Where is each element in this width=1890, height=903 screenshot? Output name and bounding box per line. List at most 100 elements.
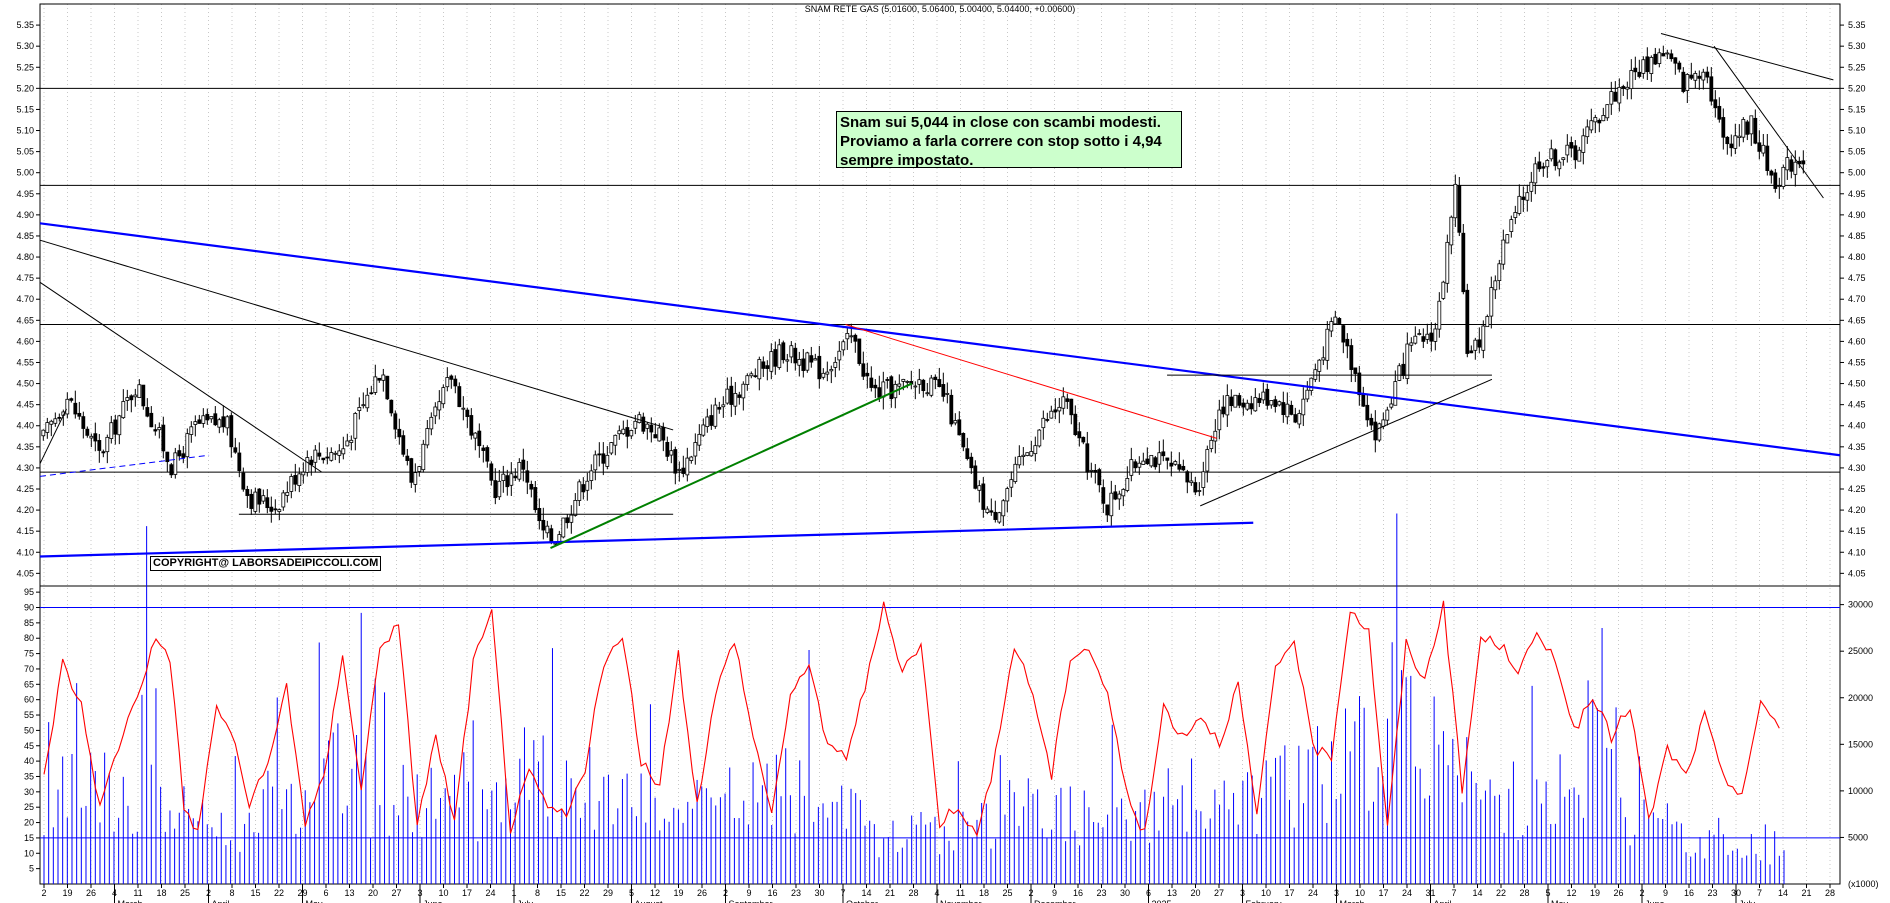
candle-body bbox=[1025, 452, 1030, 456]
candle-body bbox=[985, 508, 990, 513]
trendline bbox=[1660, 33, 1834, 81]
candle-body bbox=[313, 449, 318, 463]
candle-body bbox=[929, 377, 934, 396]
candle-body bbox=[829, 368, 834, 372]
candle-body bbox=[757, 359, 762, 380]
candle-body bbox=[1653, 53, 1658, 65]
candle-body bbox=[1721, 117, 1726, 138]
price-tick-label: 5.30 bbox=[1848, 41, 1866, 51]
candle-body bbox=[117, 415, 122, 436]
candle-body bbox=[345, 440, 350, 447]
candle-body bbox=[965, 448, 970, 459]
candle-body bbox=[1537, 161, 1542, 170]
x-tick-label: 14 bbox=[861, 888, 871, 898]
price-tick-label: 5.00 bbox=[1848, 168, 1866, 178]
candle-body bbox=[93, 433, 98, 442]
copyright-label: COPYRIGHT@ LABORSADEIPICCOLI.COM bbox=[150, 556, 382, 571]
candle-body bbox=[1789, 159, 1794, 172]
candle-body bbox=[673, 449, 678, 474]
price-tick-label: 4.80 bbox=[16, 252, 34, 262]
candle-body bbox=[1125, 478, 1130, 491]
candle-body bbox=[453, 378, 458, 387]
month-label: March bbox=[118, 899, 143, 903]
candle-body bbox=[49, 420, 54, 425]
candle-body bbox=[821, 372, 826, 378]
price-tick-label: 4.85 bbox=[1848, 231, 1866, 241]
candle-body bbox=[1001, 500, 1006, 517]
price-tick-label: 4.15 bbox=[16, 526, 34, 536]
candle-body bbox=[1385, 409, 1390, 421]
annotation-line-3: sempre impostato. bbox=[840, 152, 974, 169]
candle-body bbox=[581, 484, 586, 493]
trendline bbox=[39, 281, 323, 473]
candle-body bbox=[493, 480, 498, 499]
candle-body bbox=[713, 404, 718, 427]
candle-body bbox=[833, 361, 838, 368]
candle-body bbox=[961, 433, 966, 448]
candle-body bbox=[1273, 399, 1278, 407]
candle-body bbox=[317, 452, 322, 457]
candle-body bbox=[1349, 345, 1354, 370]
candle-body bbox=[501, 473, 506, 481]
candle-body bbox=[277, 509, 282, 512]
candle-body bbox=[769, 351, 774, 372]
candle-body bbox=[65, 398, 70, 415]
price-tick-label: 4.40 bbox=[16, 421, 34, 431]
candle-body bbox=[265, 497, 270, 509]
candle-body bbox=[197, 419, 202, 424]
candle-body bbox=[1585, 126, 1590, 138]
x-tick-label: 9 bbox=[1052, 888, 1057, 898]
candle-body bbox=[1265, 388, 1270, 406]
candle-body bbox=[789, 345, 794, 358]
candle-body bbox=[1105, 504, 1110, 516]
candle-body bbox=[101, 451, 106, 454]
x-tick-label: 16 bbox=[1073, 888, 1083, 898]
volume-unit-label: (x1000) bbox=[1848, 879, 1879, 889]
candle-body bbox=[53, 418, 58, 424]
candle-body bbox=[1433, 328, 1438, 342]
candle-body bbox=[1417, 333, 1422, 335]
x-tick-label: 17 bbox=[462, 888, 472, 898]
candle-body bbox=[1153, 457, 1158, 468]
x-tick-label: 14 bbox=[1472, 888, 1482, 898]
x-tick-label: 17 bbox=[1284, 888, 1294, 898]
candle-body bbox=[977, 485, 982, 491]
x-tick-label: 26 bbox=[1613, 888, 1623, 898]
candle-body bbox=[1577, 149, 1582, 162]
x-tick-label: 15 bbox=[556, 888, 566, 898]
x-tick-label: 2 bbox=[41, 888, 46, 898]
candle-body bbox=[1565, 144, 1570, 156]
price-tick-label: 4.90 bbox=[16, 210, 34, 220]
candle-body bbox=[945, 392, 950, 395]
month-label: May bbox=[306, 899, 324, 903]
candle-body bbox=[717, 407, 722, 410]
candle-body bbox=[1309, 377, 1314, 391]
candle-body bbox=[553, 542, 558, 545]
candle-body bbox=[225, 416, 230, 429]
osc-tick-label: 40 bbox=[24, 756, 34, 766]
candle-body bbox=[1589, 120, 1594, 131]
candle-body bbox=[1209, 439, 1214, 449]
candle-body bbox=[393, 413, 398, 430]
price-tick-label: 4.30 bbox=[1848, 463, 1866, 473]
price-tick-label: 4.60 bbox=[1848, 336, 1866, 346]
month-label: September bbox=[729, 899, 773, 903]
volume-tick-label: 10000 bbox=[1848, 786, 1873, 796]
candle-body bbox=[429, 416, 434, 430]
price-tick-label: 4.65 bbox=[16, 315, 34, 325]
candle-body bbox=[1133, 461, 1138, 469]
candle-body bbox=[1445, 241, 1450, 284]
month-label: June bbox=[1645, 899, 1665, 903]
candle-body bbox=[1081, 436, 1086, 443]
osc-tick-label: 80 bbox=[24, 633, 34, 643]
osc-tick-label: 25 bbox=[24, 802, 34, 812]
candle-body bbox=[253, 491, 258, 512]
price-tick-label: 4.45 bbox=[1848, 400, 1866, 410]
candle-body bbox=[873, 384, 878, 389]
candle-body bbox=[125, 397, 130, 401]
candle-body bbox=[593, 454, 598, 471]
candle-body bbox=[1777, 185, 1782, 187]
candle-body bbox=[1069, 398, 1074, 416]
candle-body bbox=[1009, 479, 1014, 488]
candle-body bbox=[585, 480, 590, 491]
